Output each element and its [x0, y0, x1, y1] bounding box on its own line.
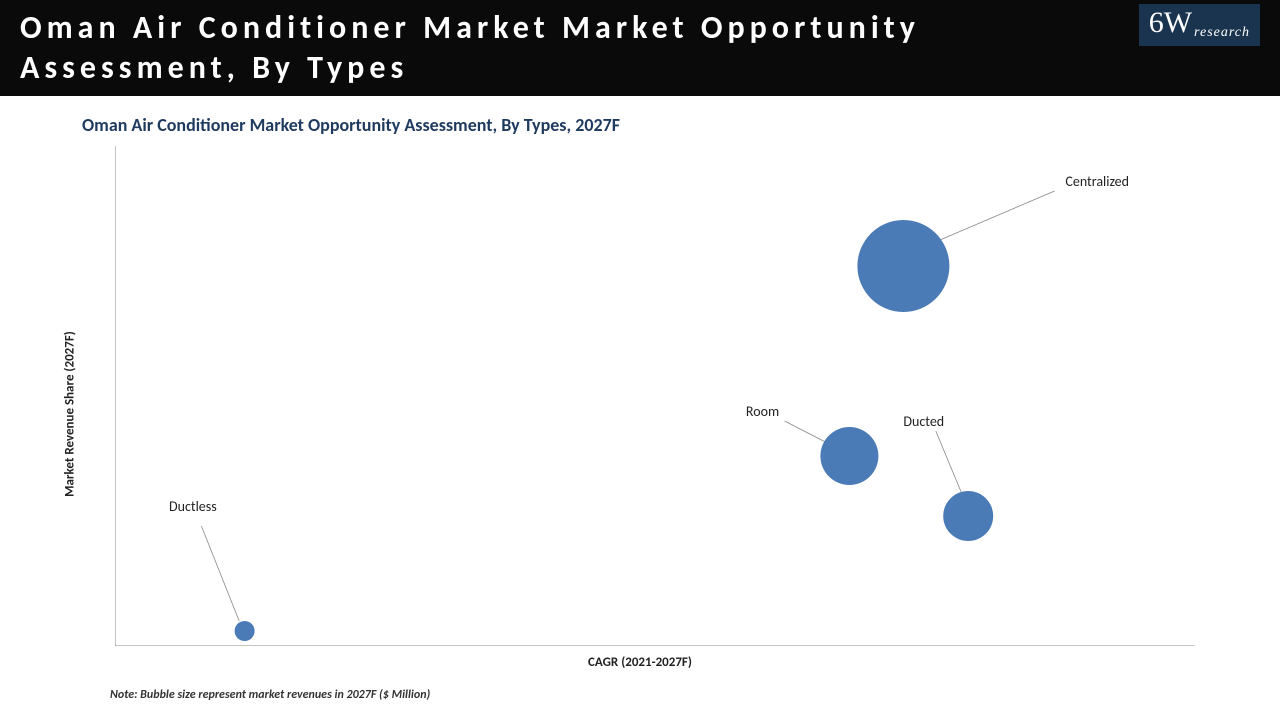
chart-area: Oman Air Conditioner Market Opportunity … — [0, 96, 1280, 720]
bubble-ducted — [943, 491, 993, 541]
chart-title: Oman Air Conditioner Market Opportunity … — [82, 114, 620, 136]
bubble-label-ducted: Ducted — [903, 413, 944, 430]
logo-sub-text: research — [1194, 25, 1250, 41]
bubble-label-ductless: Ductless — [169, 498, 217, 515]
chart-footnote: Note: Bubble size represent market reven… — [110, 688, 430, 702]
header-title: Oman Air Conditioner Market Market Oppor… — [20, 8, 1020, 88]
y-axis-label: Market Revenue Share (2027F) — [63, 331, 78, 497]
bubble-centralized — [857, 220, 949, 312]
bubble-ductless — [235, 621, 255, 641]
bubble-label-room: Room — [746, 403, 779, 420]
logo-main-text: 6W — [1149, 6, 1192, 40]
bubble-label-centralized: Centralized — [1065, 173, 1129, 190]
x-axis-label: CAGR (2021-2027F) — [588, 655, 692, 670]
bubble-plot: Centralized Room Ducted Ductless — [115, 146, 1195, 646]
page-header: Oman Air Conditioner Market Market Oppor… — [0, 0, 1280, 96]
bubble-room — [820, 427, 878, 485]
brand-logo: 6W research — [1139, 4, 1260, 46]
